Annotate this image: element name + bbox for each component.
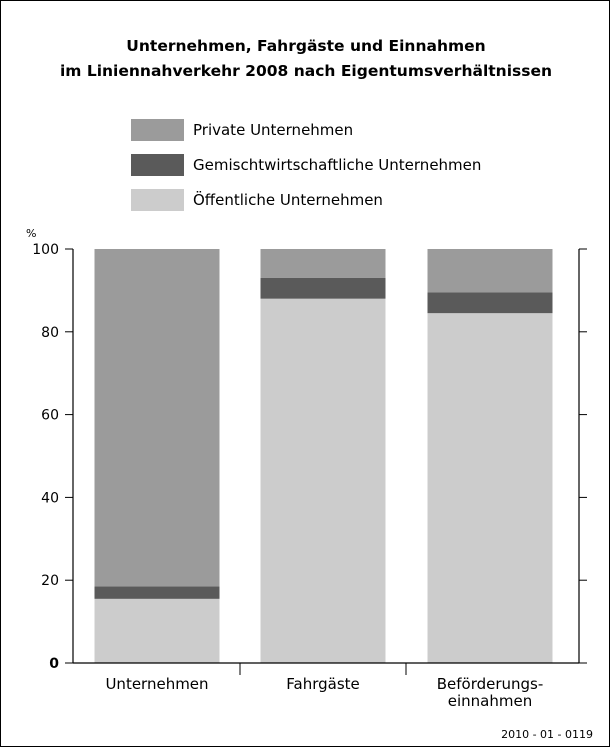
y-tick-label-0: 0 <box>49 656 59 672</box>
legend-label-0: Private Unternehmen <box>193 121 353 139</box>
legend-label-2: Öffentliche Unternehmen <box>193 190 383 209</box>
y-tick-label-4: 80 <box>41 325 59 341</box>
y-tick-label-1: 20 <box>41 573 59 589</box>
bar-segment-0-0 <box>94 598 220 663</box>
y-tick-label-2: 40 <box>41 490 59 506</box>
bar-segment-1-1 <box>260 277 386 299</box>
y-tick-label-5: 100 <box>32 242 59 258</box>
x-category-label-0: Unternehmen <box>105 675 208 693</box>
bar-segment-0-2 <box>94 249 220 587</box>
bar-segment-1-2 <box>260 249 386 278</box>
bars-group <box>94 249 553 663</box>
legend-swatch-2 <box>131 189 184 211</box>
chart-title-line-1: Unternehmen, Fahrgäste und Einnahmen <box>126 37 485 55</box>
bar-segment-2-0 <box>427 313 553 663</box>
y-axis-unit: % <box>26 227 36 240</box>
bar-segment-0-1 <box>94 586 220 599</box>
legend-label-1: Gemischtwirtschaftliche Unternehmen <box>193 156 481 174</box>
bar-segment-2-1 <box>427 292 553 314</box>
footnote: 2010 - 01 - 0119 <box>501 728 593 741</box>
y-tick-label-3: 60 <box>41 408 59 424</box>
legend-swatch-1 <box>131 154 184 176</box>
legend: Private Unternehmen Gemischtwirtschaftlic… <box>131 119 481 211</box>
axes-group: 0 20 40 60 80 100 Unternehmen Fahrgäste Beförder… <box>32 242 587 710</box>
x-category-label-2: Beförderungs-einnahmen <box>437 675 544 710</box>
x-category-label-1: Fahrgäste <box>286 675 360 693</box>
bar-segment-1-0 <box>260 298 386 663</box>
bar-segment-2-2 <box>427 249 553 293</box>
legend-swatch-0 <box>131 119 184 141</box>
chart-title-line-2: im Liniennahverkehr 2008 nach Eigentumsv… <box>60 62 552 80</box>
